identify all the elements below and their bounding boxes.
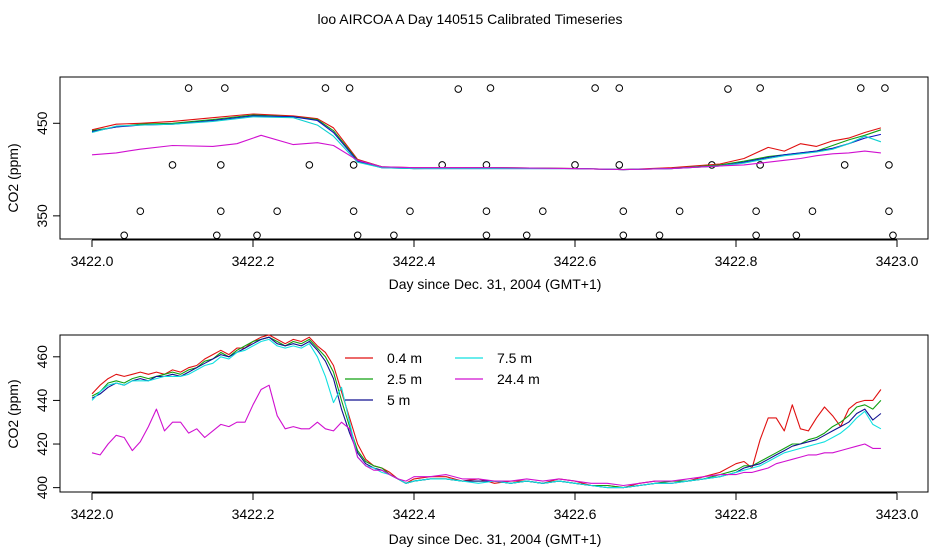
calibration-marker (253, 231, 261, 240)
top-panel: 3422.0 3422.2 3422.4 3422.6 3422.8 3423.0 350… (5, 76, 929, 292)
bottom-x-tick-label: 3422.2 (232, 506, 275, 522)
top-y-axis-label: CO2 (ppm) (5, 143, 21, 212)
calibration-marker (756, 161, 764, 169)
bottom-series-line-5 (91, 384, 881, 487)
top-series-lines (91, 113, 882, 171)
calibration-marker (619, 207, 628, 216)
top-y-tick-label: 350 (34, 204, 50, 228)
calibration-marker (217, 207, 225, 216)
calibration-marker (406, 207, 414, 216)
calibration-marker (273, 207, 281, 216)
calibration-marker (212, 231, 221, 240)
calibration-marker (885, 207, 893, 216)
top-x-tick-label: 3423.0 (876, 253, 919, 269)
legend-label: 24.4 m (497, 371, 540, 387)
bottom-x-tick-label: 3422.8 (715, 506, 758, 522)
legend-label: 7.5 m (497, 350, 532, 366)
calibration-marker (353, 231, 362, 240)
top-x-tick-label: 3422.6 (554, 253, 597, 269)
top-x-axis: 3422.0 3422.2 3422.4 3422.6 3422.8 3423.0 (71, 239, 919, 269)
calibration-marker (349, 161, 358, 169)
bottom-y-axis-label: CO2 (ppm) (5, 379, 21, 448)
bottom-series-lines (91, 334, 882, 489)
bottom-plot-frame (59, 334, 929, 493)
calibration-marker (591, 84, 599, 92)
calibration-marker (752, 207, 760, 216)
calibration-marker (184, 84, 193, 92)
top-y-axis: 350 450 (34, 111, 61, 228)
calibration-marker (881, 84, 889, 92)
calibration-marker (120, 231, 128, 240)
calibration-marker (321, 84, 330, 92)
top-plot-frame (59, 76, 929, 240)
calibration-marker (486, 84, 495, 92)
bottom-y-axis: 400 420 440 460 (34, 345, 61, 500)
calibration-marker (390, 231, 398, 240)
bottom-x-axis-label: Day since Dec. 31, 2004 (GMT+1) (389, 531, 602, 547)
calibration-marker (724, 85, 732, 93)
bottom-y-tick-label: 420 (34, 432, 50, 456)
top-series-line-5 (91, 134, 881, 171)
calibration-marker (571, 161, 579, 169)
calibration-marker (482, 231, 491, 240)
top-x-tick-label: 3422.0 (71, 253, 114, 269)
calibration-marker (756, 84, 764, 92)
legend-label: 0.4 m (387, 350, 422, 366)
calibration-marker (168, 161, 177, 169)
calibration-marker (345, 84, 354, 92)
bottom-x-axis: 3422.0 3422.2 3422.4 3422.6 3422.8 3423.0 (71, 492, 919, 522)
bottom-y-tick-label: 460 (34, 345, 50, 369)
calibration-marker (454, 85, 463, 93)
calibration-marker (655, 231, 664, 240)
calibration-marker (615, 161, 624, 169)
calibration-marker (136, 207, 145, 216)
bottom-panel: 3422.0 3422.2 3422.4 3422.6 3422.8 3423.0 400… (5, 334, 929, 547)
top-y-tick-label: 450 (34, 111, 50, 135)
top-x-tick-label: 3422.4 (393, 253, 436, 269)
calibration-marker (221, 84, 229, 92)
calibration-marker (885, 161, 893, 169)
legend: 0.4 m 2.5 m 5 m 7.5 m 24.4 m (345, 350, 540, 408)
calibration-marker (522, 231, 531, 240)
calibration-marker (752, 231, 760, 240)
calibration-marker (305, 161, 314, 169)
top-x-tick-label: 3422.2 (232, 253, 275, 269)
legend-label: 5 m (387, 392, 410, 408)
chart-title: loo AIRCOA A Day 140515 Calibrated Times… (317, 11, 622, 27)
calibration-marker (675, 207, 684, 216)
calibration-marker (349, 207, 358, 216)
bottom-x-tick-label: 3423.0 (876, 506, 919, 522)
legend-label: 2.5 m (387, 371, 422, 387)
calibration-marker (539, 207, 547, 216)
bottom-x-tick-label: 3422.0 (71, 506, 114, 522)
calibration-marker (217, 161, 225, 169)
bottom-y-tick-label: 400 (34, 476, 50, 500)
calibration-marker (619, 231, 628, 240)
bottom-y-tick-label: 440 (34, 389, 50, 413)
calibration-marker (615, 84, 624, 92)
calibration-marker (792, 231, 801, 240)
bottom-x-tick-label: 3422.4 (393, 506, 436, 522)
calibration-marker (840, 161, 849, 169)
top-x-tick-label: 3422.8 (715, 253, 758, 269)
calibration-marker (889, 231, 897, 240)
calibration-marker (482, 207, 491, 216)
calibration-marker (856, 84, 865, 92)
top-calibration-markers (120, 84, 897, 240)
calibration-marker (808, 207, 817, 216)
bottom-x-tick-label: 3422.6 (554, 506, 597, 522)
top-x-axis-label: Day since Dec. 31, 2004 (GMT+1) (389, 276, 602, 292)
bottom-series-line-4 (91, 338, 882, 489)
